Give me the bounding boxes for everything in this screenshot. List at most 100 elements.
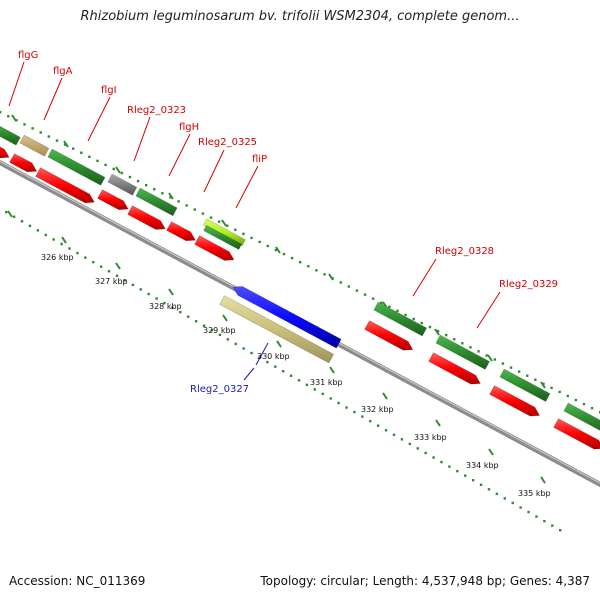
cds-feature[interactable] bbox=[194, 235, 235, 261]
upper-tick-dot bbox=[550, 386, 553, 390]
gene-feature-flip[interactable] bbox=[203, 224, 243, 250]
cds-feature[interactable] bbox=[0, 142, 10, 159]
upper-tick-dot bbox=[39, 131, 42, 134]
leader-line bbox=[476, 291, 501, 329]
gene-label-flgh[interactable]: flgH bbox=[179, 122, 199, 133]
upper-tick-dot bbox=[242, 232, 245, 236]
upper-tick-dot bbox=[120, 171, 124, 175]
lower-tick-dot bbox=[424, 451, 427, 455]
lower-tick-dot bbox=[487, 488, 491, 491]
lower-tick-dot bbox=[321, 392, 324, 396]
upper-tick-dot bbox=[63, 143, 67, 146]
gene-feature-rleg2-0325[interactable] bbox=[202, 218, 246, 247]
upper-tick-dot bbox=[469, 346, 472, 349]
lower-tick-dot bbox=[5, 211, 8, 214]
cds-feature[interactable] bbox=[428, 352, 481, 385]
lower-tick-dot bbox=[250, 351, 253, 355]
upper-tick-dot bbox=[323, 273, 326, 276]
cds-feature[interactable] bbox=[489, 385, 541, 417]
upper-tick-dot bbox=[355, 289, 359, 292]
major-tick bbox=[221, 219, 227, 227]
gene-label-flgg[interactable]: flgG bbox=[18, 50, 38, 61]
upper-tick-dot bbox=[485, 354, 488, 357]
cds-feature[interactable] bbox=[553, 418, 600, 450]
gene-features[interactable] bbox=[0, 122, 600, 450]
lower-tick-dot bbox=[408, 442, 412, 446]
upper-tick-dot bbox=[371, 297, 375, 300]
upper-tick-dot bbox=[436, 329, 440, 333]
upper-tick-dot bbox=[266, 244, 269, 248]
upper-tick-dot bbox=[582, 402, 586, 406]
gene-feature-flgg[interactable] bbox=[0, 122, 21, 146]
upper-tick-dot bbox=[388, 305, 391, 308]
kbp-label: 326 kbp bbox=[41, 253, 74, 262]
upper-tick-dot bbox=[128, 175, 132, 179]
gene-feature-rleg2-0328[interactable] bbox=[373, 301, 428, 337]
gene-label-rleg2-0329[interactable]: Rleg2_0329 bbox=[499, 279, 558, 290]
upper-tick-dot bbox=[258, 240, 261, 244]
gene-feature-flgh[interactable] bbox=[135, 187, 178, 217]
cds-feature[interactable] bbox=[9, 153, 38, 173]
upper-tick-dot bbox=[71, 147, 75, 150]
upper-tick-dot bbox=[88, 155, 91, 158]
cds-feature[interactable] bbox=[97, 189, 129, 211]
lower-tick-dot bbox=[345, 406, 348, 409]
cds-feature[interactable] bbox=[364, 320, 414, 351]
lower-tick-dot bbox=[218, 333, 222, 337]
lower-tick-dot bbox=[187, 315, 190, 318]
major-tick bbox=[488, 448, 494, 456]
gene-labels[interactable]: flgG flgA flgI Rleg2_0323 flgH Rleg2_032… bbox=[18, 50, 558, 395]
gene-label-rleg2-0323[interactable]: Rleg2_0323 bbox=[127, 105, 186, 116]
cds-feature[interactable] bbox=[166, 221, 196, 242]
reverse-cds-feature[interactable] bbox=[232, 286, 342, 349]
upper-tick-dot bbox=[7, 115, 10, 118]
lower-tick-dot bbox=[432, 456, 435, 459]
gene-label-flip[interactable]: fliP bbox=[252, 154, 267, 165]
upper-tick-dot bbox=[404, 313, 407, 317]
lower-tick-dot bbox=[551, 524, 554, 527]
label-leader-lines bbox=[8, 61, 501, 381]
lower-tick-dot bbox=[179, 310, 182, 314]
upper-tick-dot bbox=[566, 394, 569, 398]
major-tick bbox=[276, 340, 282, 348]
kbp-label: 327 kbp bbox=[95, 277, 128, 286]
upper-tick-dot bbox=[193, 208, 196, 211]
gene-feature-rleg2-0329[interactable] bbox=[435, 334, 490, 370]
accession-text: Accession: NC_011369 bbox=[9, 574, 146, 588]
upper-tick-dot bbox=[363, 293, 367, 296]
gene-feature[interactable] bbox=[563, 402, 600, 435]
upper-tick-dot bbox=[315, 269, 318, 272]
gene-feature[interactable] bbox=[499, 368, 551, 402]
upper-tick-dot bbox=[493, 358, 496, 361]
upper-tick-dot bbox=[290, 256, 294, 260]
upper-tick-dot bbox=[274, 248, 278, 252]
lower-tick-dot bbox=[242, 347, 245, 350]
upper-tick-dot bbox=[558, 390, 561, 394]
kbp-label: 329 kbp bbox=[203, 326, 236, 335]
gene-label-rleg2-0327[interactable]: Rleg2_0327 bbox=[190, 384, 249, 395]
kbp-label: 334 kbp bbox=[466, 461, 499, 470]
gene-feature-rleg2-0323[interactable] bbox=[107, 173, 138, 196]
cds-feature[interactable] bbox=[127, 205, 166, 230]
lower-tick-dot bbox=[76, 251, 79, 255]
gene-label-flgi[interactable]: flgI bbox=[101, 85, 117, 96]
lower-tick-dot bbox=[559, 529, 562, 532]
cds-feature[interactable] bbox=[35, 167, 95, 204]
major-tick bbox=[540, 381, 546, 389]
gene-feature-rleg2-0327[interactable] bbox=[219, 295, 335, 364]
upper-tick-dot bbox=[23, 123, 26, 126]
gene-label-flga[interactable]: flgA bbox=[53, 66, 73, 77]
upper-tick-dot bbox=[234, 228, 237, 231]
upper-tick-dot bbox=[185, 204, 188, 207]
gene-feature-flgi[interactable] bbox=[47, 148, 106, 186]
gene-feature-flga[interactable] bbox=[19, 134, 50, 157]
gene-label-rleg2-0328[interactable]: Rleg2_0328 bbox=[435, 246, 494, 257]
gene-label-rleg2-0325[interactable]: Rleg2_0325 bbox=[198, 137, 257, 148]
major-tick bbox=[275, 246, 281, 254]
leader-line bbox=[8, 61, 25, 107]
leader-line bbox=[203, 149, 225, 193]
lower-tick-dot bbox=[147, 292, 150, 296]
lower-tick-dot bbox=[139, 288, 142, 291]
